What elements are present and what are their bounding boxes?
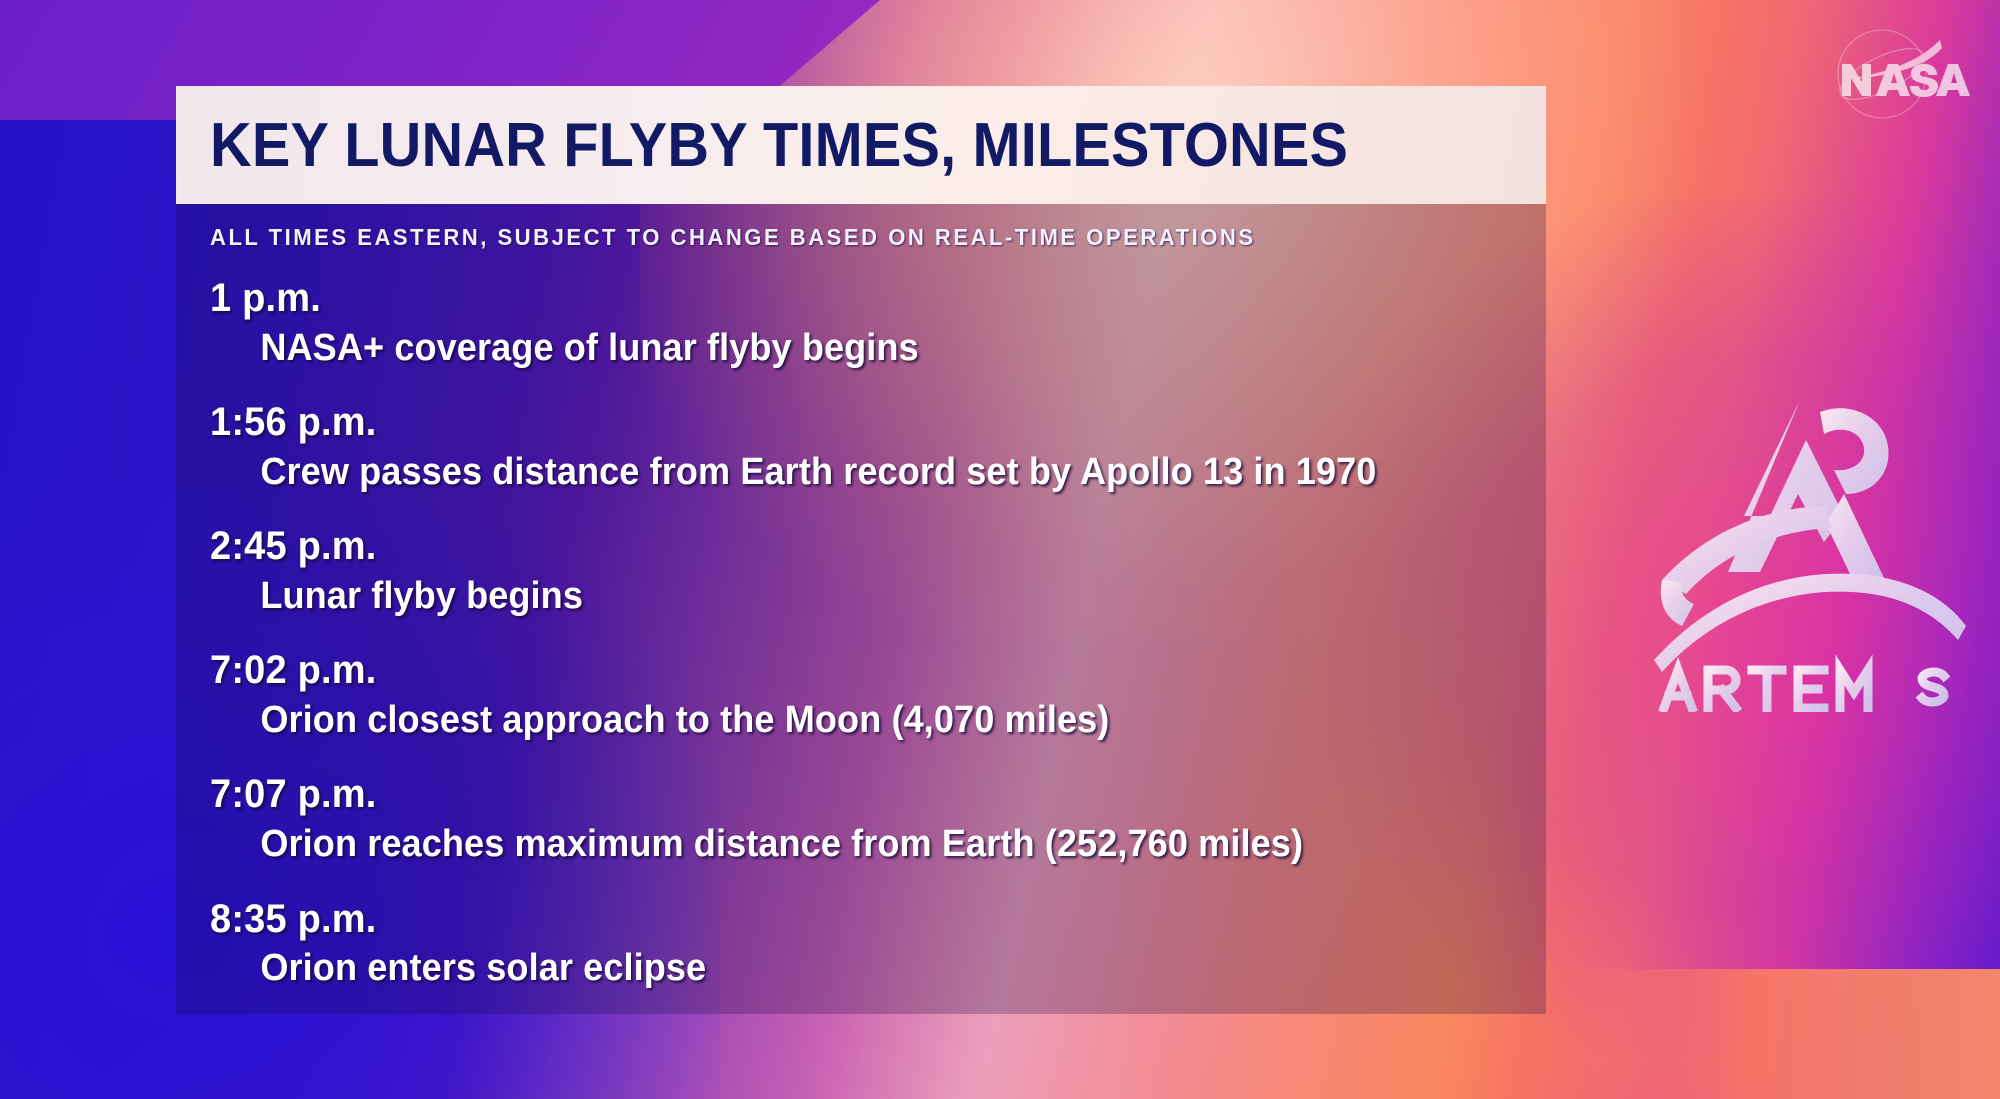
artemis-logo — [1648, 382, 1970, 712]
milestone-description: Orion reaches maximum distance from Eart… — [260, 823, 1304, 866]
milestone-time: 2:45 p.m. — [210, 524, 377, 569]
list-item: 8:35 p.m. Orion enters solar eclipse — [210, 897, 1510, 991]
milestone-time: 1:56 p.m. — [210, 400, 377, 445]
list-item: 7:07 p.m. Orion reaches maximum distance… — [210, 772, 1510, 866]
milestone-time: 7:07 p.m. — [210, 772, 377, 817]
list-item: 1 p.m. NASA+ coverage of lunar flyby beg… — [210, 276, 1510, 370]
milestone-time: 1 p.m. — [210, 276, 321, 320]
list-item: 2:45 p.m. Lunar flyby begins — [210, 524, 1510, 618]
milestone-time: 8:35 p.m. — [210, 896, 377, 941]
milestone-description: NASA+ coverage of lunar flyby begins — [260, 326, 919, 369]
slate-disclaimer: ALL TIMES EASTERN, SUBJECT TO CHANGE BAS… — [210, 224, 1256, 250]
page-title: KEY LUNAR FLYBY TIMES, MILESTONES — [210, 110, 1349, 180]
milestone-description: Orion closest approach to the Moon (4,07… — [260, 699, 1110, 742]
slate-title-bar: KEY LUNAR FLYBY TIMES, MILESTONES — [176, 86, 1546, 204]
milestone-list: 1 p.m. NASA+ coverage of lunar flyby beg… — [210, 276, 1510, 991]
nasa-logo — [1790, 18, 1975, 130]
milestone-time: 7:02 p.m. — [210, 648, 377, 693]
background-coral-strip — [1580, 969, 2000, 1099]
slate-body-panel — [176, 204, 1546, 1014]
milestone-description: Crew passes distance from Earth record s… — [260, 450, 1377, 493]
milestone-description: Orion enters solar eclipse — [260, 947, 707, 990]
schedule-slate: KEY LUNAR FLYBY TIMES, MILESTONES ALL TI… — [176, 86, 1546, 1014]
nasa-meatball-icon — [1837, 29, 1970, 119]
list-item: 1:56 p.m. Crew passes distance from Eart… — [210, 400, 1510, 494]
artemis-program-icon — [1654, 400, 1966, 712]
list-item: 7:02 p.m. Orion closest approach to the … — [210, 648, 1510, 742]
milestone-description: Lunar flyby begins — [260, 575, 584, 618]
